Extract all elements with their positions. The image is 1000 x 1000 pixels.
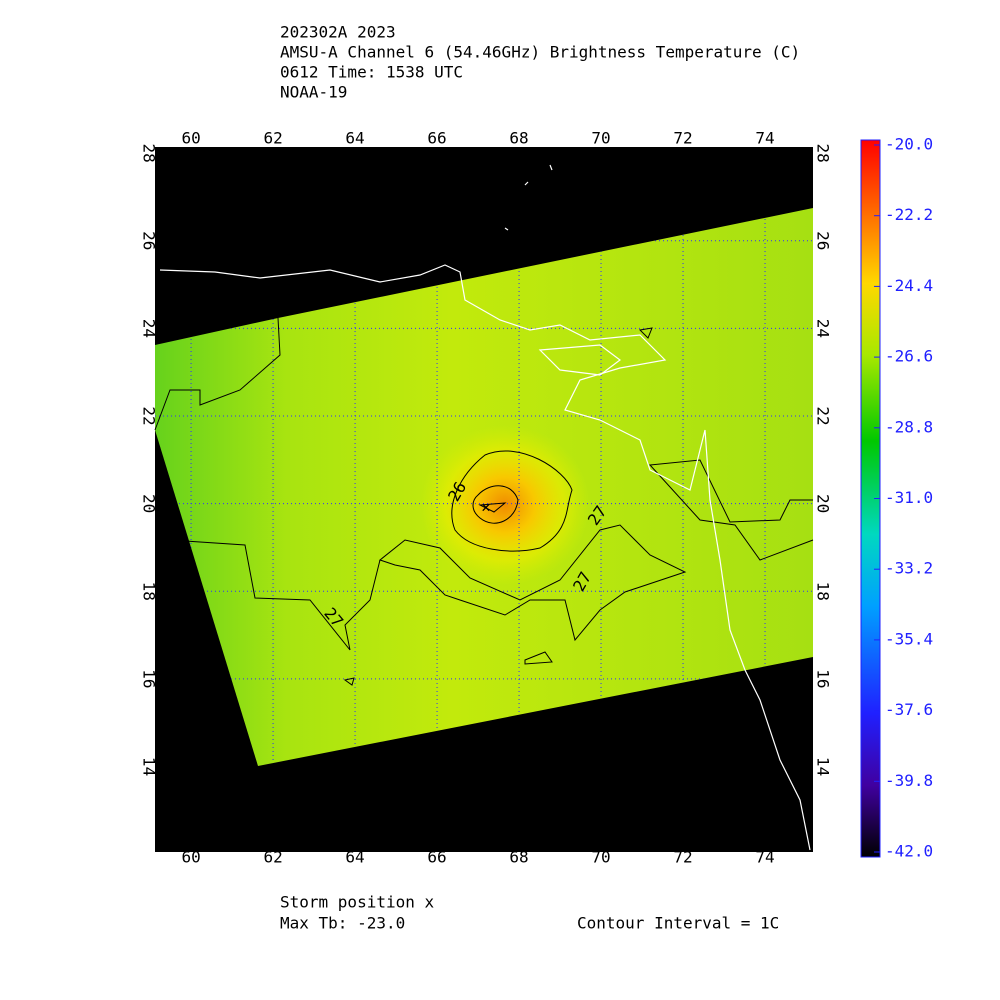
y-tick-label: 16 — [814, 669, 833, 688]
axes: 60 60 62 62 64 64 66 66 68 68 70 70 72 72 74 74 14 14 16 16… — [140, 129, 833, 867]
x-tick-label: 70 — [591, 848, 610, 867]
x-tick-label: 70 — [591, 129, 610, 148]
colorbar-tick-label: -22.2 — [885, 205, 933, 224]
x-tick-label: 74 — [755, 848, 774, 867]
contour-interval: Contour Interval = 1C — [577, 914, 779, 933]
title-line: AMSU-A Channel 6 (54.46GHz) Brightness T… — [280, 43, 800, 62]
x-tick-label: 66 — [427, 129, 446, 148]
colorbar-tick-label: -20.0 — [885, 135, 933, 154]
x-tick-label: 60 — [181, 129, 200, 148]
colorbar-tick-label: -33.2 — [885, 559, 933, 578]
grid — [155, 208, 813, 766]
x-tick-label: 72 — [673, 848, 692, 867]
x-tick-label: 62 — [263, 129, 282, 148]
title-line: 0612 Time: 1538 UTC — [280, 63, 463, 82]
y-tick-label: 28 — [814, 144, 833, 163]
y-tick-label: 20 — [140, 494, 159, 513]
y-tick-label: 16 — [140, 669, 159, 688]
y-tick-label: 24 — [140, 319, 159, 338]
colorbar-tick-label: -37.6 — [885, 700, 933, 719]
colorbar-tick-label: -39.8 — [885, 771, 933, 790]
colorbar-tick-label: -28.8 — [885, 417, 933, 436]
y-tick-label: 18 — [140, 582, 159, 601]
x-tick-label: 68 — [509, 129, 528, 148]
y-tick-label: 24 — [814, 319, 833, 338]
colorbar-tick-label: -31.0 — [885, 488, 933, 507]
storm-position: Storm position x — [280, 893, 434, 912]
x-tick-label: 64 — [345, 129, 364, 148]
y-tick-label: 28 — [140, 144, 159, 163]
colorbar-tick-label: -24.4 — [885, 276, 933, 295]
max-tb: Max Tb: -23.0 — [280, 914, 405, 933]
y-tick-label: 20 — [814, 494, 833, 513]
x-tick-label: 74 — [755, 129, 774, 148]
x-tick-label: 66 — [427, 848, 446, 867]
colorbar-tick-label: -26.6 — [885, 347, 933, 366]
warm-core — [420, 425, 590, 585]
y-tick-label: 26 — [140, 231, 159, 250]
x-tick-label: 64 — [345, 848, 364, 867]
x-tick-label: 62 — [263, 848, 282, 867]
title-line: NOAA-19 — [280, 83, 347, 102]
y-tick-label: 26 — [814, 231, 833, 250]
y-tick-label: 22 — [140, 406, 159, 425]
x-tick-label: 68 — [509, 848, 528, 867]
storm-marker: × — [481, 498, 491, 517]
y-tick-label: 22 — [814, 406, 833, 425]
colorbar-tick-label: -35.4 — [885, 629, 933, 648]
x-tick-label: 72 — [673, 129, 692, 148]
y-tick-label: 18 — [814, 582, 833, 601]
coastline — [159, 164, 811, 851]
title-line: 202302A 2023 — [280, 23, 396, 42]
y-tick-label: 14 — [814, 757, 833, 776]
x-tick-label: 60 — [181, 848, 200, 867]
y-tick-label: 14 — [140, 757, 159, 776]
contours — [154, 317, 814, 686]
colorbar-tick-label: -42.0 — [885, 842, 933, 861]
colorbar: -20.0 -22.2 -24.4 -26.6 -28.8 -31.0 -33.2 -35.4… — [860, 135, 933, 861]
